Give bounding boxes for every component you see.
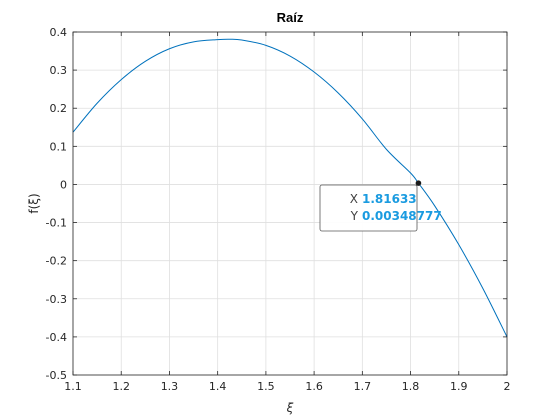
series-layer [72,38,508,338]
y-tick-label: -0.4 [46,331,67,344]
x-tick-label: 1.1 [64,380,82,393]
datatip-box [319,184,418,232]
axes-box [72,31,508,376]
y-tick-label: -0.5 [46,369,67,382]
x-tick-label: 1.6 [305,380,323,393]
datatip[interactable]: X 1.81633 Y 0.00348777 [319,180,442,232]
x-tick-label: 2 [504,380,511,393]
x-tick-label: 1.8 [402,380,420,393]
chart-title: Raíz [277,10,304,25]
datatip-x-value: 1.81633 [362,192,417,206]
datatip-y-key: Y [350,209,359,223]
datatip-marker[interactable] [415,180,422,186]
x-tick-label: 1.5 [257,380,275,393]
x-axis-ticks: 1.1 1.2 1.3 1.4 1.5 1.6 1.7 1.8 1.9 2 [64,32,511,393]
y-axis-ticks: -0.5 -0.4 -0.3 -0.2 -0.1 0 0.1 0.2 0.3 0.4 [46,26,507,382]
series-line [72,38,508,338]
y-tick-label: 0 [60,178,67,191]
y-tick-label: 0.4 [50,26,68,39]
datatip-x-key: X [350,192,358,206]
x-axis-label: ξ [286,401,294,415]
y-tick-label: 0.1 [50,140,68,153]
y-axis-label: f(ξ) [27,193,41,213]
x-tick-label: 1.3 [161,380,179,393]
x-tick-label: 1.4 [209,380,227,393]
y-tick-label: 0.2 [50,102,68,115]
y-tick-label: 0.3 [50,64,68,77]
x-tick-label: 1.2 [112,380,130,393]
datatip-y-value: 0.00348777 [362,209,442,223]
x-tick-label: 1.9 [450,380,468,393]
y-tick-label: -0.3 [46,293,67,306]
y-tick-label: -0.2 [46,255,67,268]
y-tick-label: -0.1 [46,217,67,230]
x-tick-label: 1.7 [354,380,372,393]
